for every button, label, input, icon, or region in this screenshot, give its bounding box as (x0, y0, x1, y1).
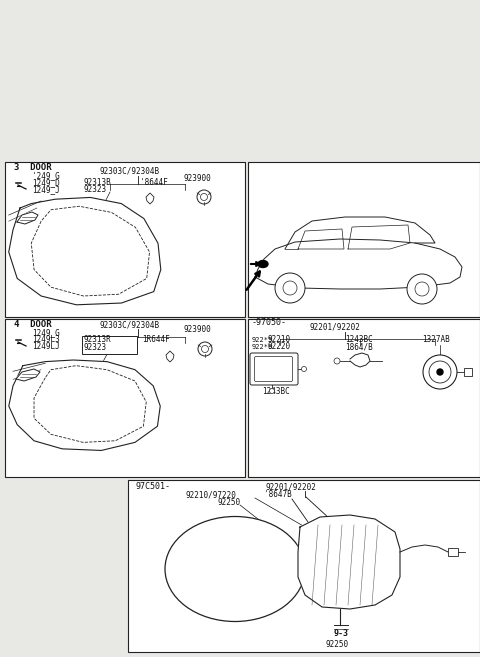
Bar (128, 480, 480, 652)
Text: 92313R: 92313R (84, 335, 112, 344)
Text: 923900: 923900 (184, 174, 212, 183)
Text: 92220: 92220 (268, 342, 291, 351)
Text: 92250: 92250 (218, 498, 241, 507)
Circle shape (334, 358, 340, 364)
Bar (5, 162, 245, 317)
Text: 92250: 92250 (325, 640, 348, 649)
Bar (82, 336, 137, 354)
Polygon shape (298, 515, 400, 609)
Text: 1249_D: 1249_D (32, 178, 60, 187)
Polygon shape (17, 212, 38, 224)
Text: '249_G: '249_G (32, 171, 60, 180)
Text: 92201/92202: 92201/92202 (265, 482, 316, 491)
Text: 92313B: 92313B (83, 178, 111, 187)
Text: 1249LJ: 1249LJ (32, 342, 60, 351)
Text: 92210/97220: 92210/97220 (185, 490, 236, 499)
Bar (248, 319, 480, 477)
Text: 1249_J: 1249_J (32, 185, 60, 194)
Circle shape (437, 369, 443, 375)
Text: 922*5: 922*5 (252, 337, 273, 343)
Text: 1249L3: 1249L3 (32, 335, 60, 344)
Text: 92323: 92323 (83, 185, 106, 194)
Polygon shape (9, 360, 160, 451)
Text: 1249_G: 1249_G (32, 328, 60, 337)
Ellipse shape (165, 516, 305, 622)
Circle shape (423, 355, 457, 389)
Text: 1243BC: 1243BC (262, 387, 290, 396)
Circle shape (201, 194, 207, 200)
FancyBboxPatch shape (254, 357, 292, 382)
Bar (5, 319, 245, 477)
Text: 92210: 92210 (268, 335, 291, 344)
Text: 97C501-: 97C501- (136, 482, 171, 491)
Bar (464, 368, 472, 376)
Text: 9-3: 9-3 (333, 629, 348, 638)
Bar (248, 162, 480, 317)
Circle shape (197, 190, 211, 204)
Bar (448, 548, 458, 556)
Text: 4  DOOR: 4 DOOR (14, 320, 52, 329)
Text: 922*6: 922*6 (252, 344, 273, 350)
Text: 92303C/92304B: 92303C/92304B (100, 167, 160, 176)
FancyBboxPatch shape (250, 353, 298, 385)
Polygon shape (146, 193, 154, 204)
Circle shape (429, 361, 451, 383)
Circle shape (301, 367, 307, 371)
Ellipse shape (258, 260, 268, 267)
Circle shape (283, 281, 297, 295)
Text: 923900: 923900 (184, 325, 212, 334)
Polygon shape (166, 351, 174, 362)
Text: '8647B: '8647B (264, 490, 292, 499)
Text: 1864/B: 1864/B (345, 342, 373, 351)
Circle shape (407, 274, 437, 304)
Text: 92201/92202: 92201/92202 (310, 323, 361, 332)
Text: '8644F: '8644F (140, 178, 168, 187)
Text: 1243BC: 1243BC (345, 335, 373, 344)
Text: -97050-: -97050- (252, 318, 287, 327)
Circle shape (275, 273, 305, 303)
Text: 1R644F: 1R644F (142, 335, 170, 344)
Circle shape (202, 346, 208, 353)
Circle shape (198, 342, 212, 356)
Circle shape (415, 282, 429, 296)
Text: 3  DOOR: 3 DOOR (14, 163, 52, 172)
Text: 1327AB: 1327AB (422, 335, 450, 344)
Text: 92323: 92323 (84, 343, 107, 352)
Text: 92303C/92304B: 92303C/92304B (100, 320, 160, 329)
Polygon shape (16, 369, 40, 381)
Circle shape (269, 388, 275, 394)
Polygon shape (9, 198, 161, 305)
